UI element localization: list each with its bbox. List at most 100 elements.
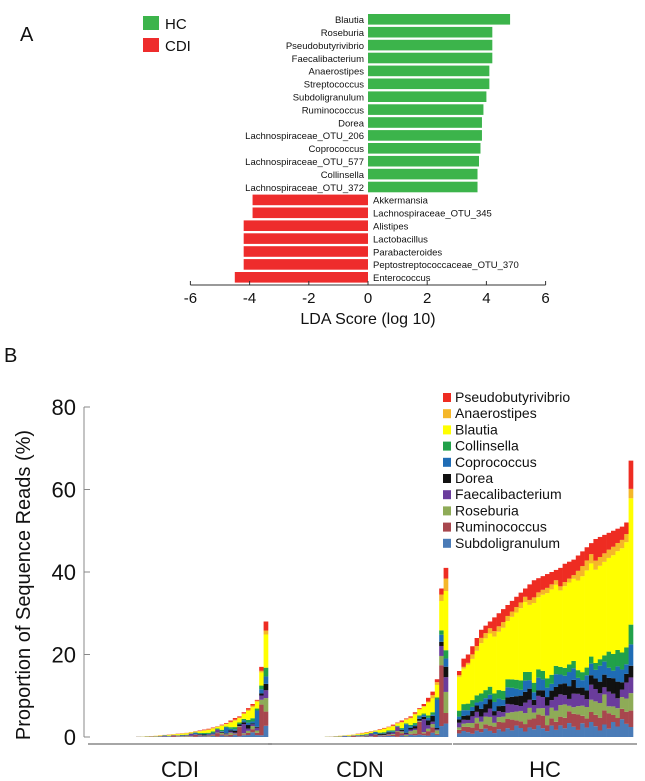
stacked-bar-segment [241, 718, 247, 721]
stacked-bar-segment [465, 726, 471, 733]
stacked-bar-segment [465, 710, 471, 716]
stacked-bar-segment [254, 700, 260, 702]
stacked-bar-segment [443, 677, 449, 692]
stacked-bar-segment [246, 735, 251, 737]
stacked-bar-segment [553, 729, 559, 737]
stacked-bar-segment [434, 682, 440, 685]
stacked-bar-segment [628, 727, 634, 737]
stacked-bar-segment [259, 695, 264, 700]
stacked-bar-segment [589, 722, 594, 737]
stacked-bar-segment [404, 736, 409, 737]
lda-bar [252, 194, 368, 206]
stacked-bar-segment [615, 708, 621, 719]
stacked-bar-segment [549, 725, 555, 737]
stacked-bar-segment [549, 700, 555, 708]
stacked-bar-segment [210, 733, 216, 735]
stacked-bar-segment [390, 730, 396, 732]
stacked-bar-segment [575, 693, 581, 707]
stacked-bar-segment [408, 729, 414, 732]
stacked-bar-segment [628, 624, 634, 645]
stacked-bar-segment [619, 539, 625, 549]
legend-swatch [443, 522, 451, 532]
stacked-bar-segment [377, 732, 383, 734]
stacked-bar-segment [509, 687, 515, 697]
stacked-bar-segment [549, 584, 555, 590]
stacked-bar-segment [602, 655, 607, 662]
stacked-bar-segment [232, 733, 238, 735]
stacked-bar-segment [602, 710, 607, 725]
stacked-bar-segment [470, 716, 475, 724]
stacked-bar-segment [527, 599, 533, 605]
stacked-bar-segment [492, 636, 497, 694]
lda-bar-label: Lachnospiraceae_OTU_577 [245, 157, 364, 168]
stacked-bar-segment [439, 726, 444, 737]
stacked-bar-segment [219, 729, 225, 732]
stacked-bar-segment [228, 731, 234, 733]
stacked-bar-segment [562, 563, 568, 583]
stacked-bar-segment [593, 569, 599, 663]
stacked-bar-segment [457, 719, 462, 723]
stacked-bar-segment [250, 726, 256, 730]
stacked-bar-segment [417, 708, 422, 710]
stacked-bar-segment [210, 732, 216, 734]
lda-bar-label: Faecalibacterium [292, 54, 364, 65]
stacked-bar-segment [202, 730, 207, 733]
stacked-bar-segment [404, 732, 409, 734]
stacked-bar-segment [386, 735, 392, 736]
stacked-bar-segment [417, 721, 422, 722]
stacked-bar-segment [628, 693, 634, 711]
stacked-bar-segment [611, 546, 616, 556]
stacked-bar-segment [465, 732, 471, 737]
stacked-bar-segment [421, 732, 427, 734]
stacked-bar-segment [487, 730, 493, 737]
stacked-bar-segment [228, 720, 234, 722]
stacked-bar-segment [606, 651, 612, 668]
stacked-bar-segment [518, 710, 524, 722]
stacked-bar-segment [241, 733, 247, 735]
stacked-bar-segment [624, 673, 629, 683]
stacked-bar-segment [390, 725, 396, 727]
y-tick-label: 0 [64, 725, 76, 750]
stacked-bar-segment [479, 693, 484, 702]
legend-label: Ruminococcus [455, 519, 547, 535]
stacked-bar-segment [597, 693, 603, 704]
stacked-bar-segment [479, 708, 484, 717]
stacked-bar-segment [611, 722, 616, 737]
stacked-bar-segment [395, 727, 400, 732]
stacked-bar-segment [408, 717, 414, 719]
stacked-bar-segment [523, 596, 528, 603]
stacked-bar-segment [593, 678, 599, 689]
stacked-bar-segment [224, 736, 229, 737]
stacked-bar-segment [483, 633, 489, 639]
stacked-bar-segment [597, 665, 603, 682]
stacked-bar-segment [540, 589, 546, 595]
stacked-bar-segment [382, 735, 387, 737]
legend-swatch [443, 409, 451, 419]
stacked-bar-segment [241, 734, 247, 736]
stacked-bar-segment [465, 723, 471, 727]
stacked-bar-segment [571, 578, 577, 661]
stacked-bar-segment [377, 733, 383, 735]
stacked-bar-segment [553, 721, 559, 730]
stacked-bar-segment [417, 718, 422, 721]
stacked-bar-segment [483, 638, 489, 691]
stacked-bar-segment [263, 683, 269, 691]
stacked-bar-segment [259, 704, 264, 736]
lda-bar [368, 78, 490, 90]
stacked-bar-segment [487, 716, 493, 726]
stacked-bar-segment [434, 699, 440, 729]
stacked-bar-segment [439, 634, 444, 642]
stacked-bar-segment [263, 698, 269, 712]
stacked-bar-segment [536, 578, 541, 593]
stacked-bar-segment [571, 726, 577, 737]
stacked-bar-segment [263, 630, 269, 635]
stacked-bar-segment [443, 650, 449, 659]
stacked-bar-segment [386, 733, 392, 735]
stacked-bar-segment [246, 709, 251, 712]
stacked-bar-segment [206, 729, 212, 733]
panel-a-legend: HC CDI [143, 16, 191, 55]
stacked-bar-segment [241, 713, 247, 714]
stacked-bar-segment [219, 734, 225, 736]
stacked-bar-segment [615, 681, 621, 699]
stacked-bar-segment [465, 654, 471, 663]
